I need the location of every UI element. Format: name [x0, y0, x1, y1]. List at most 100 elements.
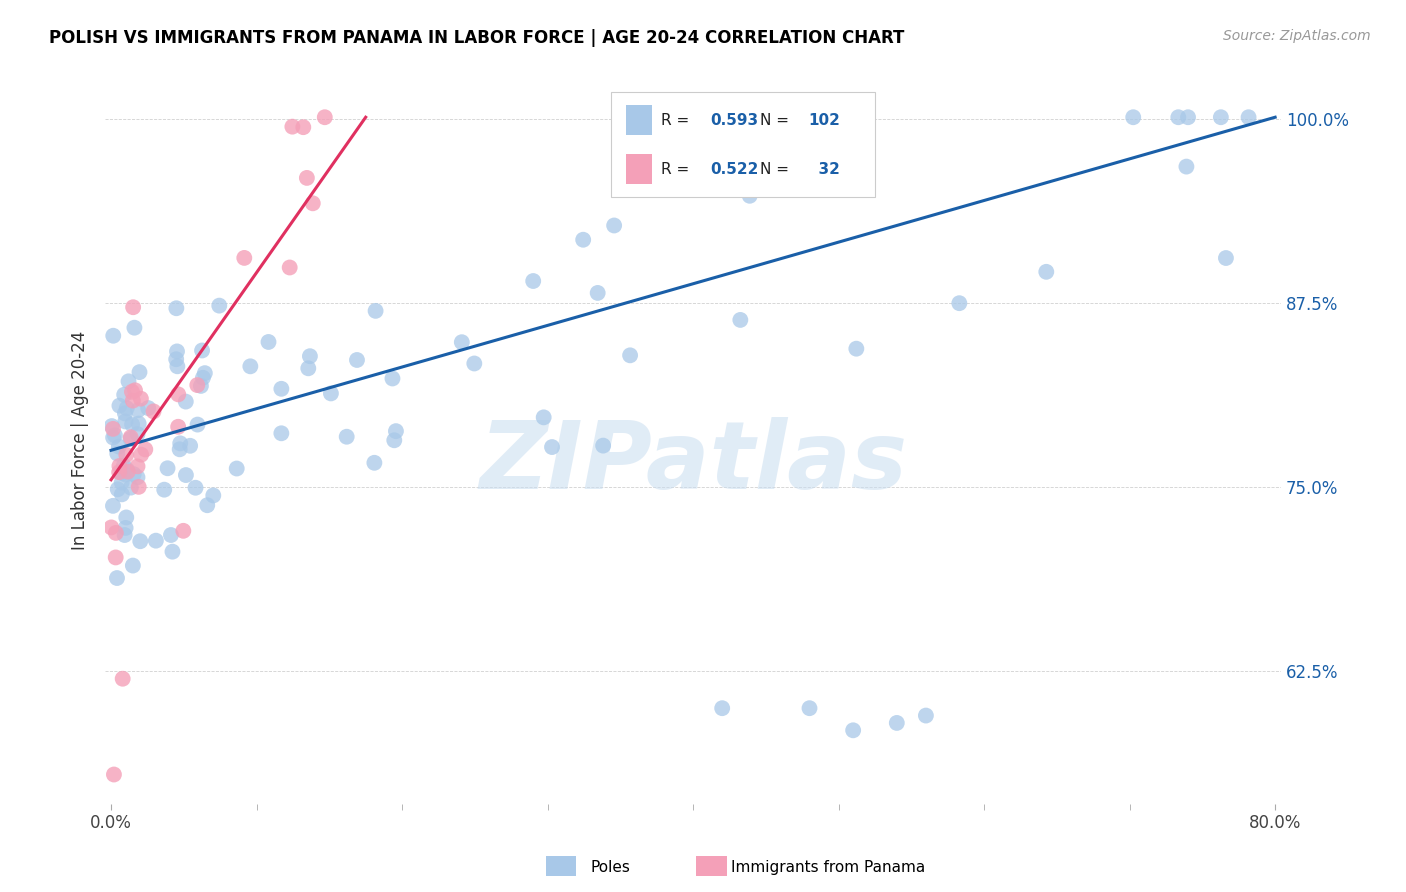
Point: [127, 459, 149, 474]
Point: [1177, 110, 1199, 124]
Point: [165, 352, 187, 367]
Point: [101, 499, 124, 513]
Point: [108, 399, 131, 413]
Text: N =: N =: [761, 112, 794, 128]
Point: [120, 432, 142, 446]
Point: [129, 534, 152, 549]
Point: [1167, 110, 1189, 124]
Point: [117, 375, 139, 389]
Point: [162, 544, 184, 558]
Text: ZIPatlas: ZIPatlas: [479, 417, 907, 508]
Point: [114, 414, 136, 428]
Point: [184, 481, 207, 495]
Point: [586, 285, 609, 300]
Point: [129, 448, 152, 462]
Point: [174, 468, 197, 483]
Point: [128, 417, 150, 431]
Point: [619, 348, 641, 362]
Point: [186, 417, 208, 432]
Point: [108, 465, 131, 479]
Point: [1237, 110, 1260, 124]
FancyBboxPatch shape: [626, 154, 652, 185]
Point: [336, 430, 359, 444]
Point: [169, 442, 191, 457]
Point: [190, 379, 212, 393]
Point: [886, 715, 908, 730]
Point: [120, 481, 142, 495]
Point: [100, 520, 122, 534]
Point: [114, 467, 136, 482]
Point: [572, 233, 595, 247]
Point: [292, 120, 315, 135]
Point: [121, 417, 143, 432]
Point: [225, 461, 247, 475]
Point: [142, 404, 165, 418]
Point: [103, 328, 125, 343]
Point: [186, 378, 208, 392]
Point: [202, 488, 225, 502]
Point: [1035, 265, 1057, 279]
Point: [127, 427, 149, 442]
Point: [104, 525, 127, 540]
Point: [104, 428, 127, 442]
Point: [195, 498, 218, 512]
Point: [711, 701, 734, 715]
Point: [1122, 110, 1144, 124]
Point: [121, 384, 143, 399]
Point: [122, 558, 145, 573]
Point: [107, 483, 129, 497]
Point: [233, 251, 256, 265]
Point: [169, 436, 191, 450]
Text: Source: ZipAtlas.com: Source: ZipAtlas.com: [1223, 29, 1371, 43]
Point: [115, 401, 138, 416]
Text: Poles: Poles: [591, 860, 630, 874]
Point: [122, 300, 145, 314]
Point: [270, 382, 292, 396]
Point: [592, 439, 614, 453]
Text: 0.593: 0.593: [710, 112, 759, 128]
Point: [166, 344, 188, 359]
Point: [165, 301, 187, 316]
Point: [842, 723, 865, 738]
Point: [112, 388, 135, 402]
Point: [270, 426, 292, 441]
Point: [114, 521, 136, 535]
Point: [522, 274, 544, 288]
Point: [111, 672, 134, 686]
Point: [160, 528, 183, 542]
Point: [145, 533, 167, 548]
Text: 32: 32: [808, 161, 841, 177]
Point: [463, 356, 485, 370]
Point: [111, 475, 134, 490]
Point: [301, 196, 323, 211]
Point: [295, 170, 318, 185]
Point: [319, 386, 342, 401]
Point: [194, 366, 217, 380]
Point: [153, 483, 176, 497]
Point: [114, 406, 136, 420]
Point: [1209, 110, 1232, 124]
Point: [105, 446, 128, 460]
Point: [314, 110, 336, 124]
Point: [603, 219, 626, 233]
Point: [128, 365, 150, 379]
Text: 0.522: 0.522: [710, 161, 759, 177]
Point: [278, 260, 301, 275]
Point: [738, 188, 761, 202]
Point: [114, 528, 136, 542]
Point: [730, 313, 752, 327]
Point: [281, 120, 304, 134]
Point: [298, 349, 321, 363]
Point: [1175, 160, 1198, 174]
Text: R =: R =: [661, 161, 695, 177]
Point: [134, 442, 156, 457]
Point: [541, 440, 564, 454]
Point: [297, 361, 319, 376]
Point: [450, 335, 472, 350]
Point: [845, 342, 868, 356]
Point: [129, 392, 152, 406]
Point: [381, 371, 404, 385]
Point: [156, 461, 179, 475]
Text: POLISH VS IMMIGRANTS FROM PANAMA IN LABOR FORCE | AGE 20-24 CORRELATION CHART: POLISH VS IMMIGRANTS FROM PANAMA IN LABO…: [49, 29, 904, 46]
Point: [174, 394, 197, 409]
